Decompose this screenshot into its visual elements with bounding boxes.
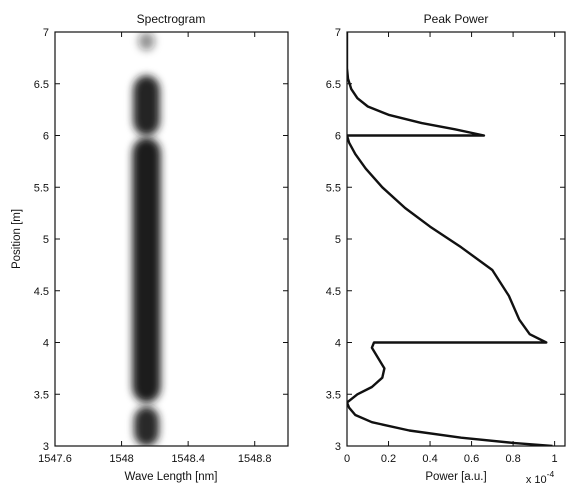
spectrogram-ytick-label: 6 [43,131,49,143]
peak-power-ytick-label: 5 [335,234,341,246]
peak-power-panel: Peak Power 0 0.2 0.4 0.6 0.8 1 3 3.5 4 4.5 5 5.5 6 6.… [326,12,566,486]
peak-power-ytick-label: 6 [335,131,341,143]
peak-power-series-line [347,32,553,446]
peak-power-xtick-label: 0.4 [422,453,437,465]
peak-power-axes-box [346,31,566,447]
spectrogram-ytick-label: 7 [43,27,49,39]
peak-power-ytick-label: 4.5 [326,286,341,298]
spectrogram-ytick-label: 5 [43,234,49,246]
peak-power-xtick-label: 0.8 [505,453,520,465]
spectrogram-xlabel: Wave Length [nm] [125,471,218,483]
spectrogram-axes-box [54,31,289,447]
peak-power-xtick-label: 1 [552,453,558,465]
peak-power-ytick-label: 7 [335,27,341,39]
spectrogram-xtick-label: 1547.6 [38,453,72,465]
peak-power-ytick-label: 6.5 [326,79,341,91]
peak-power-ytick-label: 3.5 [326,389,341,401]
peak-power-xtick-label: 0.2 [381,453,396,465]
spectrogram-band [138,32,155,51]
peak-power-xlabel: Power [a.u.] [425,471,486,483]
spectrogram-ytick-label: 5.5 [34,182,49,194]
spectrogram-panel: Spectrogram 1547.6 1548 1548.4 1548.8 3 3.5 4 4… [11,12,289,483]
spectrogram-xtick-label: 1548.8 [238,453,272,465]
spectrogram-ytick-label: 6.5 [34,79,49,91]
spectrogram-band [134,406,160,446]
peak-power-ticks: 0 0.2 0.4 0.6 0.8 1 3 3.5 4 4.5 5 5.5 6 6.5 7 [326,27,565,465]
spectrogram-image [132,32,161,446]
peak-power-xtick-label: 0 [344,453,350,465]
peak-power-xtick-label: 0.6 [464,453,479,465]
spectrogram-xtick-label: 1548 [109,453,133,465]
spectrogram-ytick-label: 4.5 [34,286,49,298]
spectrogram-title: Spectrogram [137,12,206,26]
spectrogram-ytick-label: 3.5 [34,389,49,401]
x-multiplier-label: x 10-4 [526,469,555,486]
spectrogram-ticks: 1547.6 1548 1548.4 1548.8 3 3.5 4 4.5 5 5.5 6 6.5 7 [34,27,288,465]
spectrogram-ytick-label: 4 [43,338,49,350]
spectrogram-ytick-label: 3 [43,441,49,453]
peak-power-ytick-label: 5.5 [326,182,341,194]
peak-power-title: Peak Power [424,12,489,26]
spectrogram-band [132,137,161,403]
spectrogram-xtick-label: 1548.4 [171,453,205,465]
spectrogram-band [133,75,160,136]
peak-power-ytick-label: 4 [335,338,341,350]
spectrogram-ylabel: Position [m] [11,209,23,269]
peak-power-ytick-label: 3 [335,441,341,453]
